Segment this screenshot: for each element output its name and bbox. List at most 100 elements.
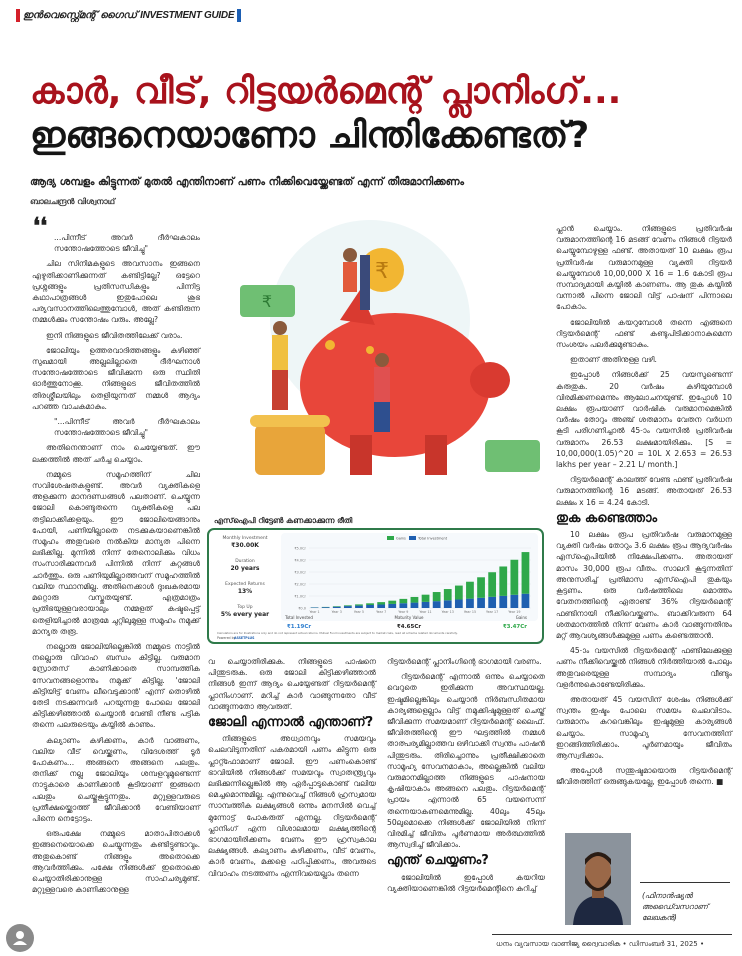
paragraph: റിട്ടയർമെന്റ് പ്ലാനിംഗിന്റെ ഭാഗമായി വരണം… (387, 657, 542, 666)
bar-total-investment (421, 601, 430, 608)
summary-value: ₹3.47Cr (503, 623, 527, 630)
input-value: ₹30.00K (231, 542, 259, 549)
user-avatar-button[interactable] (6, 924, 34, 952)
paragraph: നമ്മുടെ സമൂഹത്തിന് ചില സവിശേഷതകളുണ്ട്. അ… (32, 469, 200, 636)
paragraph: കല്യാണം കഴിക്കണം, കാർ വാങ്ങണം, വലിയ വീട്… (32, 735, 200, 823)
person-icon (13, 931, 27, 945)
x-tick-label: Year 9 (398, 610, 408, 614)
bar-total-investment (454, 599, 463, 608)
banknote-icon (240, 285, 295, 317)
svg-text:₹: ₹ (262, 292, 272, 311)
bar-gains (432, 592, 441, 602)
summary-label: Gains (516, 615, 527, 620)
paragraph: ഇതാണ് അതിനുള്ള വഴി. (570, 355, 657, 365)
section-tag-en: INVESTMENT GUIDE (140, 10, 235, 21)
bar-gains (343, 605, 352, 607)
section-tag-ml: ഇൻവെസ്റ്റ്മെന്റ് ഗൈഡ് (23, 10, 138, 21)
y-tick-label: ₹3.0Cr (294, 571, 306, 575)
bar-gains (421, 594, 430, 602)
author-photo (565, 833, 631, 925)
x-tick-label: Year 19 (508, 610, 520, 614)
bar-gains (366, 603, 374, 605)
x-tick-label: Year 5 (354, 610, 364, 614)
bar-total-investment (466, 598, 474, 608)
section-heading: ജോലി എന്നാൽ എന്താണ്? (208, 715, 374, 731)
paragraph: ഇപ്പോൾ നിങ്ങൾക്ക് 25 വയസുണ്ടെന്ന് കരുതുക… (556, 370, 732, 470)
savings-illustration: ₹ ₹ (240, 220, 540, 475)
paragraph: ഇനി നിങ്ങളുടെ ജീവിതത്തിലേക്ക് വരാം. (46, 330, 183, 340)
paragraph: റിട്ടയർമെന്റ് കാലത്ത് വേണ്ട ഫണ്ട് പ്രതിവ… (556, 475, 732, 507)
bar-gains (477, 577, 485, 598)
bar-gains (466, 581, 474, 599)
y-tick-label: ₹1.0Cr (294, 595, 306, 599)
bar-total-investment (499, 595, 508, 608)
input-label: Expected Returns (225, 581, 265, 587)
bar-total-investment (432, 601, 441, 608)
y-tick-label: ₹5.0Cr (294, 547, 306, 551)
red-bar (16, 9, 20, 22)
section-heading: എന്ത് ചെയ്യണം? (387, 853, 489, 869)
input-label: Monthly Investment (223, 535, 268, 541)
bar-total-investment (388, 603, 397, 608)
x-tick-label: Year 1 (309, 610, 319, 614)
bar-gains (410, 596, 419, 603)
paragraph: നിങ്ങളുടെ അധ്വാനവും സമയവും ചെലവിടുന്നതിന… (208, 734, 376, 878)
blue-bar (237, 9, 242, 22)
bar-total-investment (510, 594, 519, 608)
column-1: ...പിന്നീട് അവർ ദീർഘകാലം സന്തോഷത്തോടെ ജീ… (32, 232, 200, 899)
input-value: 13% (238, 588, 252, 595)
paragraph: ഒരുപക്ഷേ നമ്മുടെ മാതാപിതാക്കൾ ഇങ്ങനെയൊക്… (32, 829, 200, 895)
svg-text:₹: ₹ (375, 259, 389, 284)
x-tick-label: Year 17 (486, 610, 498, 614)
bar-total-investment (321, 607, 330, 608)
bar-gains (521, 552, 530, 594)
paragraph: അതിനെന്താണ് നാം ചെയ്യേണ്ടത്. ഈ ലക്കത്തിൽ… (32, 443, 200, 464)
x-tick-label: Year 15 (464, 610, 476, 614)
bar-total-investment (399, 603, 408, 608)
bar-total-investment (443, 600, 452, 608)
paragraph: 10 ലക്ഷം രൂപ പ്രതിവർഷ വരുമാനമുള്ള വ്യക്ത… (556, 530, 732, 640)
sip-calculator-box: Monthly Investment ₹30.00K Duration 20 year… (207, 528, 544, 644)
input-value: 20 years (231, 565, 260, 572)
bar-gains (510, 559, 519, 595)
photo-caption: (ഫിനാൻഷ്യൽ അഡൈ്വസറാണ് ലേഖകൻ) (642, 891, 708, 922)
summary-label: Maturity Value (395, 615, 424, 620)
input-label: Duration (235, 558, 255, 564)
paragraph: പ്ലാൻ ചെയ്യാം. നിങ്ങളുടെ പ്രതിവർഷ വരുമാന… (556, 224, 732, 312)
bar-gains (355, 604, 363, 606)
headline-line-1: കാർ, വീട്, റിട്ടയർമെന്റ് പ്ലാനിംഗ്... (30, 71, 622, 112)
x-tick-label: Year 3 (332, 610, 342, 614)
y-tick-label: ₹4.0Cr (294, 559, 306, 563)
column-2: വ ചെയ്യാതിരിക്കുക. നിങ്ങളുടെ പാഷനെ പിന്ത… (208, 656, 376, 883)
column-4: പ്ലാൻ ചെയ്യാം. നിങ്ങളുടെ പ്രതിവർഷ വരുമാന… (556, 223, 732, 792)
bar-total-investment (521, 593, 530, 608)
bar-gains (454, 585, 463, 600)
input-value: 5% every year (221, 611, 269, 618)
paragraph: അപ്പോൾ സന്തുഷ്ടമായൊരു റിട്ടയർമെന്റ് ജീവി… (556, 766, 732, 787)
paragraph: റിട്ടയർമെന്റ് എന്നാൽ ഒന്നും ചെയ്യാതെ വെറ… (387, 672, 545, 850)
piggy-bank-icon (300, 313, 490, 457)
author-byline: ബാലചന്ദ്രൻ വിശ്വനാഥ് (30, 197, 116, 206)
paragraph: ജോലിയിൽ കയറുമ്പോൾ തന്നെ എങ്ങനെ റിട്ടയർമെ… (556, 317, 732, 350)
divider (640, 882, 730, 883)
summary-label: Total Invested (284, 615, 313, 620)
brand-logo: ASSETPLUS (234, 636, 255, 640)
bar-gains (399, 598, 408, 604)
bar-gains (488, 572, 497, 597)
rupee-coin-icon (360, 248, 404, 292)
summary-value: ₹4.65Cr (397, 623, 421, 630)
legend-label: Total Investment (417, 537, 448, 541)
bar-gains (443, 589, 452, 601)
x-tick-label: Year 11 (419, 610, 431, 614)
legend-swatch-investment (409, 536, 416, 540)
paragraph: 45-ാം വയസിൽ റിട്ടയർമെന്റ് ഫണ്ടിലേക്കുള്ള… (556, 646, 732, 689)
quote-mark-icon: ❛❛ (33, 213, 48, 239)
bar-total-investment (366, 605, 374, 608)
column-3: റിട്ടയർമെന്റ് പ്ലാനിംഗിന്റെ ഭാഗമായി വരണം… (387, 656, 545, 898)
y-tick-label: ₹0.0 (298, 607, 306, 611)
legend-swatch-gains (387, 536, 394, 540)
powered-by: Powered by (217, 636, 236, 640)
paragraph: ജോലിയിൽ ഇപ്പോൾ കയറിയ വ്യക്തിയാണെങ്കിൽ റി… (387, 872, 545, 893)
coin-stack-icon (255, 425, 325, 475)
paragraph: ചില സിനിമകളുടെ അവസാനം ഇങ്ങനെ എഴുതിക്കാണി… (32, 259, 200, 325)
